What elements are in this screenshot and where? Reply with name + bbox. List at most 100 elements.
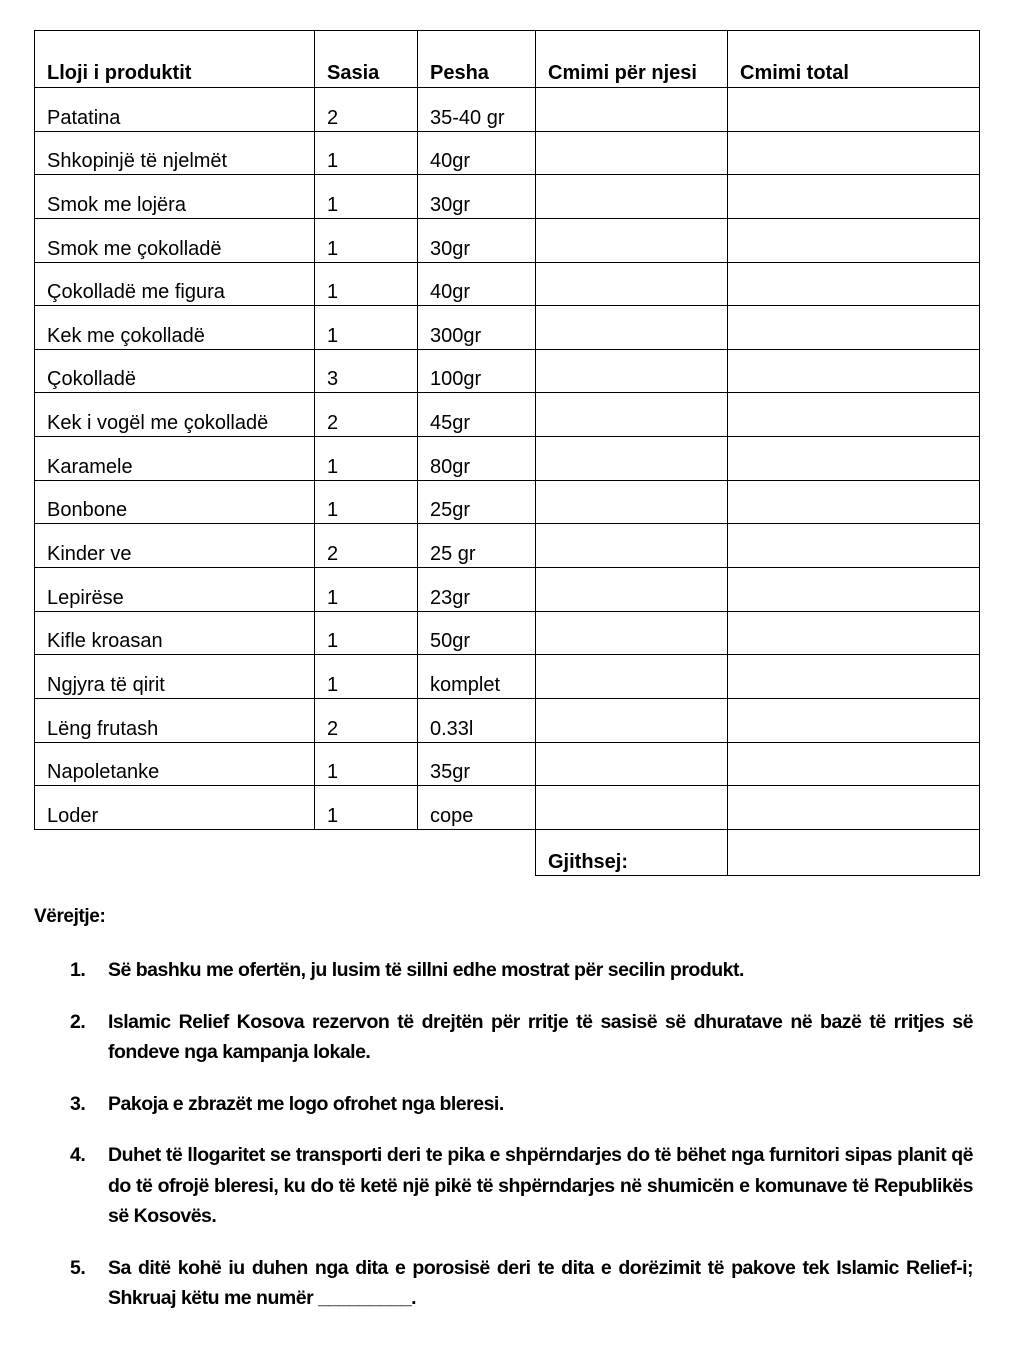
table-row: Smok me çokolladë 1 30gr	[34, 217, 980, 263]
table-row: Çokolladë me figura 1 40gr	[34, 261, 980, 307]
table-row: Patatina 2 35-40 gr	[34, 87, 980, 132]
cell-total-price	[727, 697, 980, 743]
cell-quantity: 1	[314, 785, 418, 830]
cell-unit-price	[535, 261, 728, 307]
cell-weight: cope	[417, 785, 536, 830]
note-number: 3.	[70, 1092, 86, 1115]
note-text: Së bashku me ofertën, ju lusim të sillni…	[108, 959, 744, 981]
cell-unit-price	[535, 654, 728, 699]
notes-title: Vërejtje:	[34, 906, 106, 927]
cell-unit-price	[535, 130, 728, 176]
cell-quantity: 1	[314, 174, 418, 219]
cell-total-price	[727, 479, 980, 525]
table-row: Kek me çokolladë 1 300gr	[34, 305, 980, 350]
cell-quantity: 1	[314, 261, 418, 307]
cell-unit-price	[535, 741, 728, 787]
cell-total-price	[727, 436, 980, 481]
total-value-cell	[727, 828, 980, 876]
table-row: Kinder ve 2 25 gr	[34, 523, 980, 569]
note-text: Sa ditë kohë iu duhen nga dita e porosis…	[108, 1256, 974, 1310]
note-item: 2. Islamic Relief Kosova rezervon të drej…	[70, 1007, 974, 1068]
cell-total-price	[727, 741, 980, 787]
cell-total-price	[727, 348, 980, 394]
cell-total-price	[727, 217, 980, 263]
cell-unit-price	[535, 697, 728, 743]
cell-quantity: 2	[314, 523, 418, 569]
cell-product: Lepirëse	[34, 567, 315, 612]
cell-weight: 40gr	[417, 130, 536, 176]
note-number: 2.	[70, 1010, 86, 1033]
cell-quantity: 1	[314, 436, 418, 481]
cell-product: Kifle kroasan	[34, 610, 315, 656]
cell-product: Kek me çokolladë	[34, 305, 315, 350]
cell-weight: 30gr	[417, 174, 536, 219]
total-row-spacer	[34, 828, 536, 876]
header-weight: Pesha	[417, 30, 536, 88]
products-table: Lloji i produktit Sasia Pesha Cmimi për …	[34, 30, 980, 876]
cell-weight: 45gr	[417, 392, 536, 438]
cell-total-price	[727, 130, 980, 176]
cell-quantity: 2	[314, 87, 418, 132]
cell-total-price	[727, 305, 980, 350]
cell-product: Lëng frutash	[34, 697, 315, 743]
note-text: Islamic Relief Kosova rezervon të drejtë…	[108, 1010, 974, 1064]
cell-unit-price	[535, 785, 728, 830]
header-total-price: Cmimi total	[727, 30, 980, 88]
table-row: Lepirëse 1 23gr	[34, 567, 980, 612]
cell-quantity: 3	[314, 348, 418, 394]
table-row: Smok me lojëra 1 30gr	[34, 174, 980, 219]
cell-total-price	[727, 654, 980, 699]
table-row: Shkopinjë të njelmët 1 40gr	[34, 130, 980, 176]
cell-weight: 30gr	[417, 217, 536, 263]
cell-quantity: 2	[314, 697, 418, 743]
note-item: 4. Duhet të llogaritet se transporti deri…	[70, 1140, 974, 1232]
cell-weight: 100gr	[417, 348, 536, 394]
cell-weight: 35gr	[417, 741, 536, 787]
cell-product: Kinder ve	[34, 523, 315, 569]
cell-weight: 80gr	[417, 436, 536, 481]
cell-unit-price	[535, 348, 728, 394]
cell-unit-price	[535, 479, 728, 525]
cell-unit-price	[535, 305, 728, 350]
table-row: Kifle kroasan 1 50gr	[34, 610, 980, 656]
cell-weight: komplet	[417, 654, 536, 699]
cell-product: Loder	[34, 785, 315, 830]
note-text: Duhet të llogaritet se transporti deri t…	[108, 1144, 974, 1227]
cell-total-price	[727, 392, 980, 438]
cell-total-price	[727, 87, 980, 132]
cell-total-price	[727, 174, 980, 219]
notes-list: 1. Së bashku me ofertën, ju lusim të sill…	[70, 955, 974, 1335]
cell-unit-price	[535, 567, 728, 612]
header-unit-price: Cmimi për njesi	[535, 30, 728, 88]
cell-weight: 25gr	[417, 479, 536, 525]
total-row: Gjithsej:	[34, 828, 980, 876]
cell-weight: 40gr	[417, 261, 536, 307]
cell-weight: 35-40 gr	[417, 87, 536, 132]
cell-product: Smok me çokolladë	[34, 217, 315, 263]
table-row: Napoletanke 1 35gr	[34, 741, 980, 787]
total-label: Gjithsej:	[535, 828, 728, 876]
cell-weight: 25 gr	[417, 523, 536, 569]
cell-unit-price	[535, 610, 728, 656]
note-item: 5. Sa ditë kohë iu duhen nga dita e poros…	[70, 1253, 974, 1314]
table-row: Lëng frutash 2 0.33l	[34, 697, 980, 743]
cell-quantity: 1	[314, 217, 418, 263]
table-row: Ngjyra të qirit 1 komplet	[34, 654, 980, 699]
cell-quantity: 1	[314, 567, 418, 612]
cell-product: Patatina	[34, 87, 315, 132]
table-row: Loder 1 cope	[34, 785, 980, 830]
cell-product: Bonbone	[34, 479, 315, 525]
note-number: 4.	[70, 1144, 86, 1166]
table-row: Bonbone 1 25gr	[34, 479, 980, 525]
cell-product: Smok me lojëra	[34, 174, 315, 219]
cell-quantity: 1	[314, 130, 418, 176]
cell-total-price	[727, 567, 980, 612]
note-text: Pakoja e zbrazët me logo ofrohet nga ble…	[108, 1092, 504, 1115]
cell-unit-price	[535, 87, 728, 132]
header-product-type: Lloji i produktit	[34, 30, 315, 88]
cell-weight: 300gr	[417, 305, 536, 350]
header-quantity: Sasia	[314, 30, 418, 88]
cell-unit-price	[535, 392, 728, 438]
note-item: 1. Së bashku me ofertën, ju lusim të sill…	[70, 955, 973, 986]
table-row: Karamele 1 80gr	[34, 436, 980, 481]
